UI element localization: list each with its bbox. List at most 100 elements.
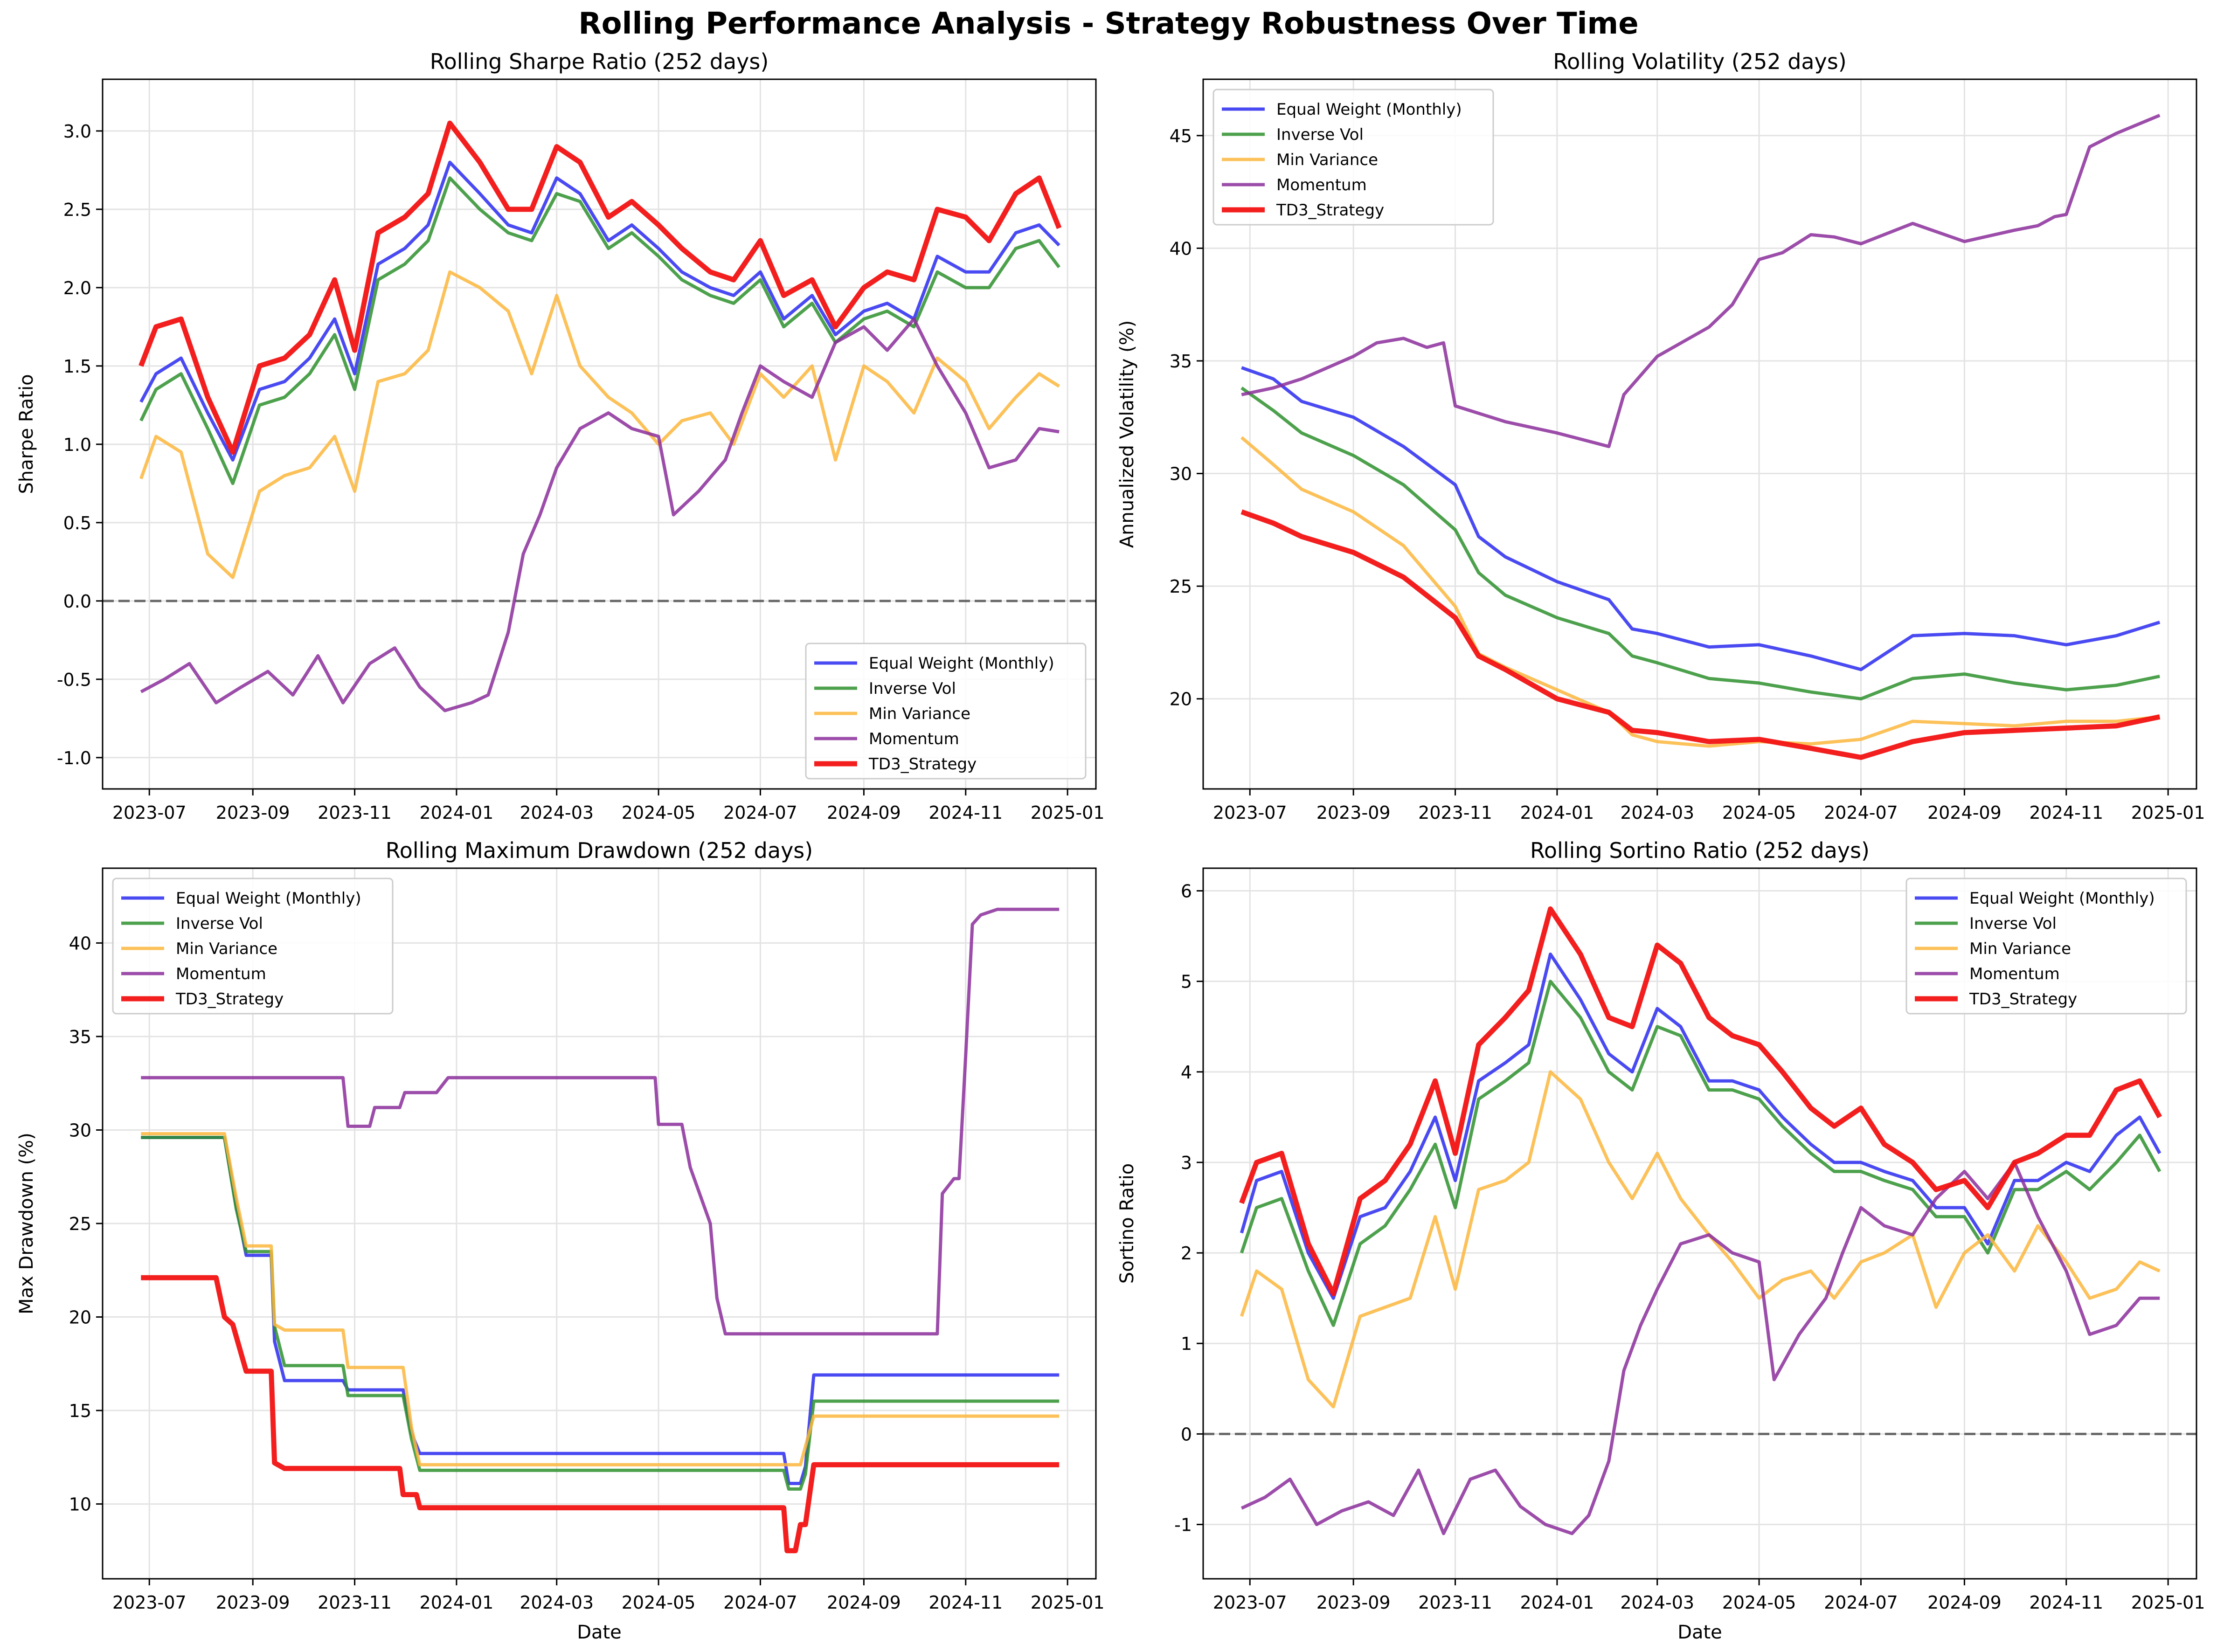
y-axis-label: Max Drawdown (%) <box>16 1133 37 1314</box>
chart-title: Rolling Maximum Drawdown (252 days) <box>386 838 813 863</box>
x-tick-label: 2024-03 <box>520 802 594 823</box>
plot-frame <box>102 867 1097 1580</box>
series-line-min-variance <box>1240 436 2160 748</box>
y-tick-label: -1 <box>1174 1515 1192 1535</box>
x-tick-label: 2023-09 <box>216 1592 290 1613</box>
x-tick-label: 2024-03 <box>520 1592 594 1613</box>
y-tick-label: 2.5 <box>63 200 91 220</box>
x-tick-label: 2025-01 <box>2131 802 2205 823</box>
plot-frame <box>1202 78 2197 790</box>
x-tick-label: 2024-01 <box>420 1592 494 1613</box>
plot-frame <box>102 78 1097 790</box>
legend-box <box>1212 89 1494 226</box>
y-tick-label: 0.0 <box>63 591 91 612</box>
y-tick-label: 1 <box>1181 1334 1192 1354</box>
y-axis-label: Annualized Volatility (%) <box>1116 320 1138 548</box>
plot-frame <box>1202 867 2197 1580</box>
legend-box <box>1905 878 2187 1015</box>
x-tick-label: 2023-07 <box>1213 1592 1287 1613</box>
legend-label-inverse-vol: Inverse Vol <box>176 914 263 933</box>
y-tick-label: 45 <box>1170 126 1192 146</box>
legend-label-momentum: Momentum <box>1276 176 1367 194</box>
legend-label-equal-weight-monthly: Equal Weight (Monthly) <box>176 889 361 908</box>
x-tick-label: 2024-07 <box>723 802 797 823</box>
x-tick-label: 2024-11 <box>928 802 1003 823</box>
y-tick-label: 5 <box>1181 972 1192 992</box>
x-axis-label: Date <box>577 1622 622 1643</box>
series-line-inverse-vol <box>1240 387 2160 701</box>
y-tick-label: 40 <box>69 933 91 954</box>
x-tick-label: 2023-11 <box>1418 1592 1492 1613</box>
x-tick-label: 2024-11 <box>2029 802 2103 823</box>
y-tick-label: 35 <box>1170 351 1192 372</box>
legend-label-min-variance: Min Variance <box>1969 940 2071 958</box>
x-tick-label: 2024-11 <box>928 1592 1003 1613</box>
x-tick-label: 2023-09 <box>216 802 290 823</box>
x-tick-label: 2024-09 <box>1927 802 2002 823</box>
series-line-min-variance <box>141 1132 1060 1466</box>
y-tick-label: 30 <box>69 1120 91 1141</box>
y-tick-label: 1.5 <box>63 356 91 377</box>
legend-label-momentum: Momentum <box>176 965 266 983</box>
series-line-min-variance <box>139 270 1060 579</box>
x-tick-label: 2023-07 <box>112 802 187 823</box>
legend-label-min-variance: Min Variance <box>176 940 277 958</box>
chart-title: Rolling Volatility (252 days) <box>1553 49 1847 74</box>
y-tick-label: 20 <box>1170 689 1192 710</box>
legend-label-inverse-vol: Inverse Vol <box>869 679 956 698</box>
y-tick-label: 10 <box>69 1494 91 1515</box>
y-tick-label: 20 <box>69 1307 91 1328</box>
x-axis-label: Date <box>1677 1622 1722 1643</box>
legend: Equal Weight (Monthly) Inverse Vol Min Var… <box>1905 878 2187 1015</box>
series-line-equal-weight-monthly <box>1241 366 2161 671</box>
x-tick-label: 2023-11 <box>318 802 392 823</box>
y-tick-label: 25 <box>69 1214 91 1234</box>
legend-label-td3-strategy: TD3_Strategy <box>1969 990 2077 1009</box>
series-line-equal-weight-monthly <box>141 1136 1060 1485</box>
figure-title: Rolling Performance Analysis - Strategy … <box>578 7 1639 41</box>
y-tick-label: 15 <box>69 1401 91 1421</box>
x-tick-label: 2024-01 <box>1520 802 1594 823</box>
series-line-momentum <box>1240 1161 2160 1535</box>
x-tick-label: 2023-09 <box>1316 802 1391 823</box>
legend-label-equal-weight-monthly: Equal Weight (Monthly) <box>1276 100 1462 119</box>
series-line-momentum <box>141 907 1060 1336</box>
legend-box <box>112 878 394 1015</box>
legend-label-min-variance: Min Variance <box>1276 151 1378 169</box>
series-line-equal-weight-monthly <box>1240 952 2162 1300</box>
series-line-inverse-vol <box>1240 980 2162 1327</box>
series-line-equal-weight-monthly <box>139 160 1060 462</box>
chart-title: Rolling Sortino Ratio (252 days) <box>1530 838 1870 863</box>
chart-panel-4: -1 0 1 2 3 4 5 6 2023-07 2023-09 2023-11 2024-01 202… <box>1116 838 2205 1643</box>
y-tick-label: -1.0 <box>57 748 91 768</box>
legend-label-inverse-vol: Inverse Vol <box>1276 125 1364 144</box>
y-tick-label: -0.5 <box>57 670 91 690</box>
series-line-td3-strategy <box>139 120 1062 455</box>
x-tick-label: 2024-09 <box>1927 1592 2002 1613</box>
x-tick-label: 2024-09 <box>827 802 901 823</box>
x-tick-label: 2024-05 <box>622 802 696 823</box>
y-tick-label: 30 <box>1170 464 1192 484</box>
chart-panel-3: 10 15 20 25 30 35 40 2023-07 2023-09 2023-11 2024-… <box>16 838 1105 1643</box>
x-tick-label: 2023-09 <box>1316 1592 1391 1613</box>
x-tick-label: 2024-09 <box>827 1592 901 1613</box>
chart-panel-1: -1.0 -0.5 0.0 0.5 1.0 1.5 2.0 2.5 3.0 2023-07 2023… <box>16 49 1105 823</box>
y-tick-label: 0.5 <box>63 513 91 533</box>
legend-label-td3-strategy: TD3_Strategy <box>868 755 977 774</box>
x-tick-label: 2024-03 <box>1620 1592 1694 1613</box>
y-tick-label: 3 <box>1181 1153 1192 1173</box>
x-tick-label: 2024-03 <box>1620 802 1694 823</box>
legend-label-momentum: Momentum <box>869 730 959 748</box>
x-tick-label: 2024-05 <box>1722 1592 1796 1613</box>
x-tick-label: 2025-01 <box>2131 1592 2205 1613</box>
series-line-td3-strategy <box>1239 906 2162 1296</box>
legend-label-inverse-vol: Inverse Vol <box>1969 914 2057 933</box>
x-tick-label: 2024-01 <box>1520 1592 1594 1613</box>
y-tick-label: 4 <box>1181 1062 1192 1083</box>
x-tick-label: 2025-01 <box>1031 802 1105 823</box>
x-tick-label: 2023-07 <box>1213 802 1287 823</box>
series-line-td3-strategy <box>1240 509 2161 760</box>
x-tick-label: 2024-01 <box>420 802 494 823</box>
y-tick-label: 25 <box>1170 576 1192 597</box>
